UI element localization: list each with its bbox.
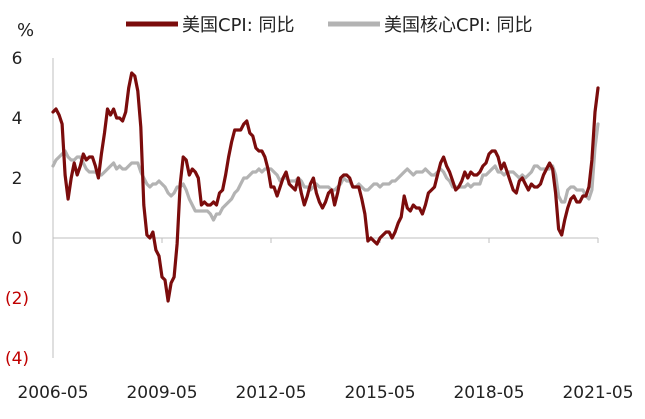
x-tick-label: 2021-05 — [562, 383, 633, 403]
x-axis-ticks: 2006-05 2009-05 2012-05 2015-05 2018-05 2021-… — [17, 238, 634, 403]
y-tick-label: 0 — [12, 229, 23, 249]
x-tick-label: 2009-05 — [126, 383, 197, 403]
y-tick-label: 4 — [12, 109, 23, 129]
x-tick-label: 2015-05 — [344, 383, 415, 403]
series-layer — [51, 71, 600, 303]
chart-legend: 美国CPI: 同比 美国核心CPI: 同比 — [126, 15, 533, 36]
y-tick-label: (2) — [5, 289, 29, 309]
y-axis-unit-label: % — [17, 20, 34, 41]
x-tick-label: 2018-05 — [453, 383, 524, 403]
y-tick-label: (4) — [5, 349, 29, 369]
y-tick-label: 6 — [12, 49, 23, 69]
x-tick-label: 2012-05 — [235, 383, 306, 403]
x-tick-label: 2006-05 — [17, 383, 88, 403]
y-tick-label: 2 — [12, 169, 23, 189]
y-axis-ticks: 6 4 2 0 (2) (4) — [5, 49, 29, 369]
series-line-core-cpi — [51, 122, 600, 222]
series-line-cpi — [51, 71, 600, 303]
legend-label-cpi: 美国CPI: 同比 — [182, 15, 295, 36]
legend-label-core-cpi: 美国核心CPI: 同比 — [384, 15, 533, 36]
